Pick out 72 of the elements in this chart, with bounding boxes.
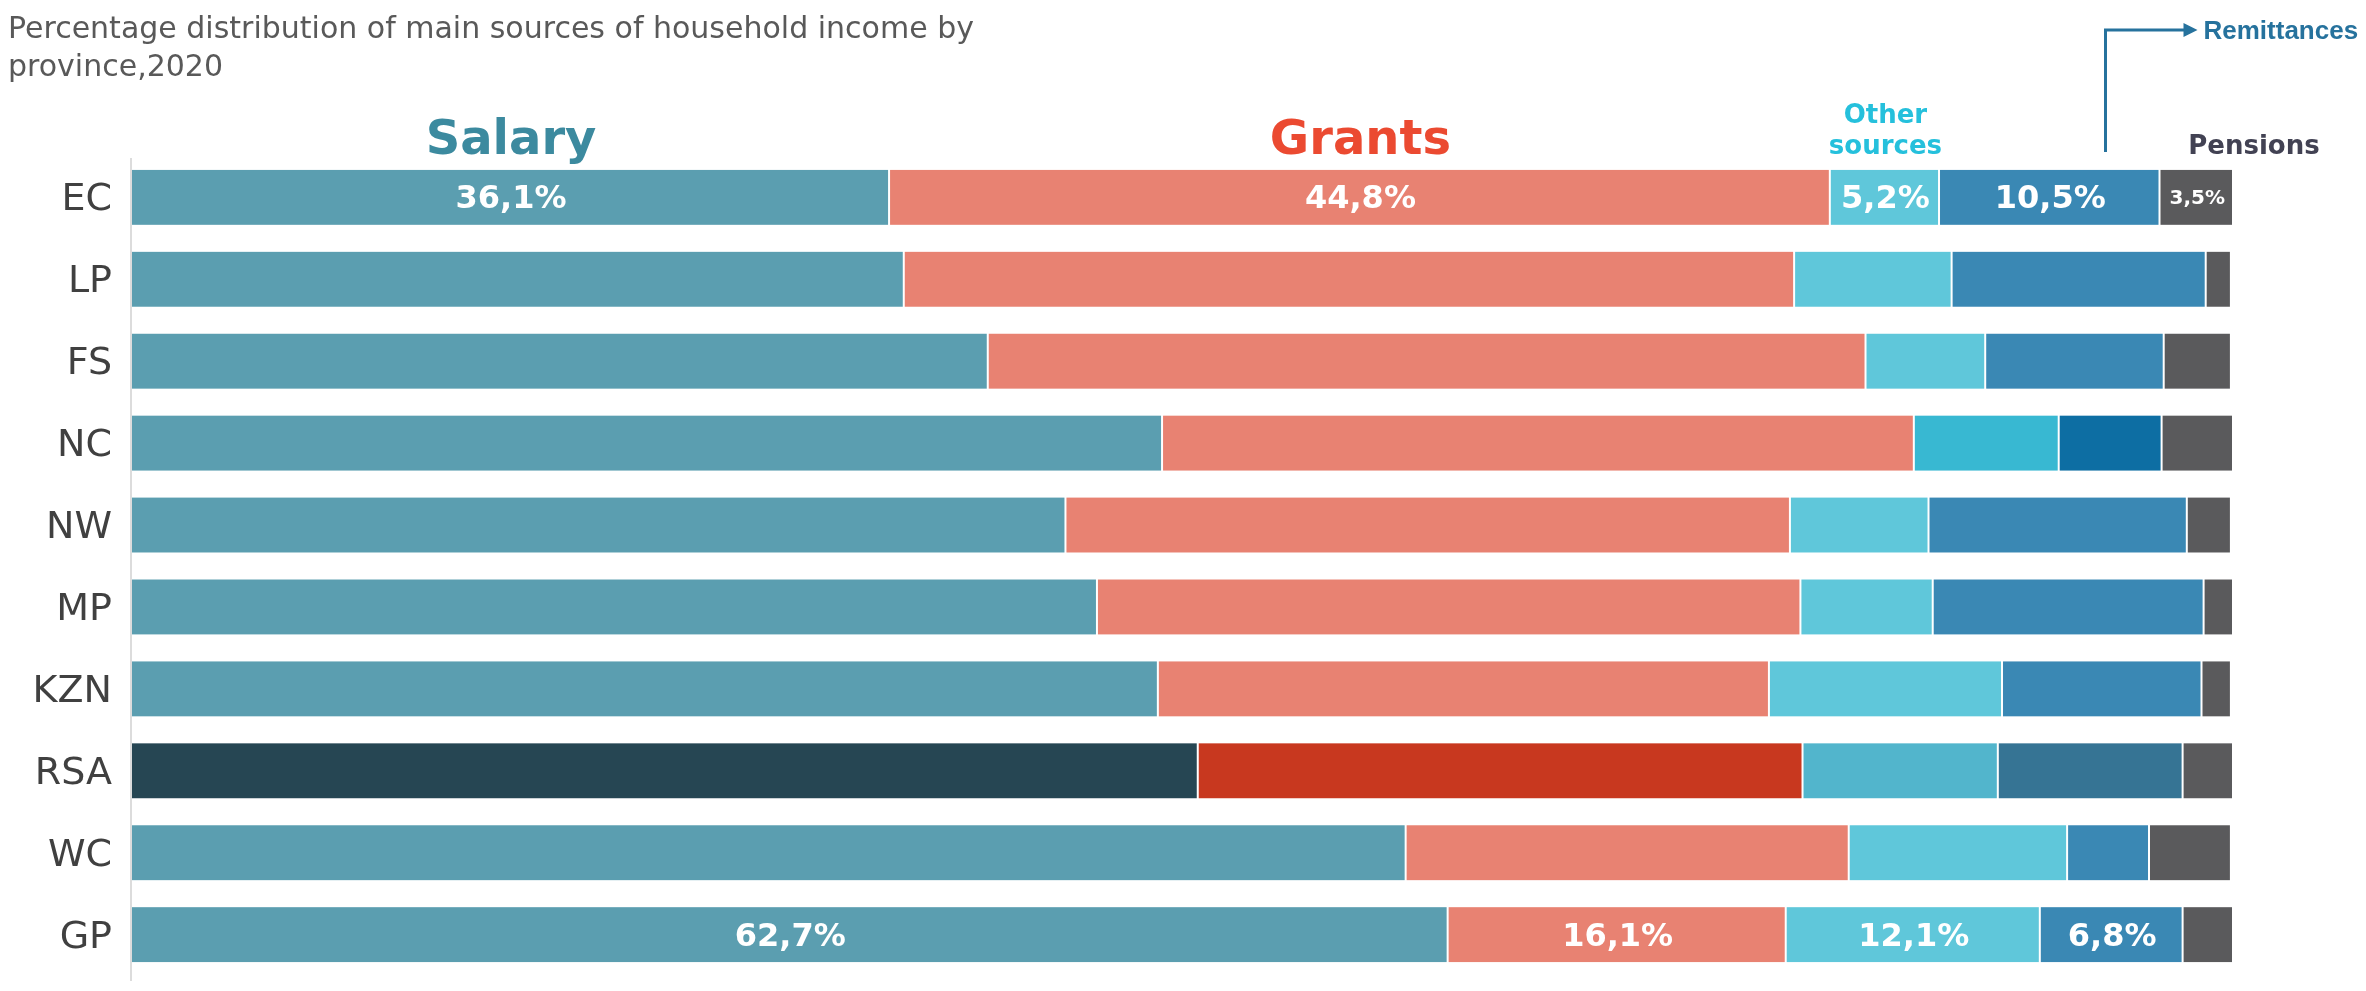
bar — [1158, 661, 1768, 717]
bar — [1097, 579, 1800, 635]
bar — [1914, 415, 2058, 471]
series-label: Grants — [1269, 108, 1452, 165]
data-label: 3,5% — [2169, 185, 2225, 210]
bar — [2202, 661, 2230, 717]
bar — [2003, 661, 2201, 717]
series-label: Salary — [425, 108, 597, 165]
series-label: Other sources — [1828, 98, 1943, 160]
data-label: 36,1% — [455, 178, 567, 217]
bar — [1163, 415, 1913, 471]
bar — [1448, 907, 1785, 963]
bar — [1795, 251, 1951, 307]
bar — [1933, 579, 2203, 635]
bar — [132, 251, 903, 307]
bar — [1066, 497, 1789, 553]
bar — [1803, 743, 1997, 799]
bar — [2164, 333, 2230, 389]
series-label: Pensions — [2188, 129, 2320, 160]
bar — [904, 251, 1794, 307]
data-label: 12,1% — [1858, 915, 1970, 954]
bar — [1986, 333, 2163, 389]
bar — [2206, 251, 2230, 307]
y-tick-label: EC — [61, 175, 112, 220]
bar — [132, 825, 1405, 881]
bar — [988, 333, 1865, 389]
bar — [2183, 907, 2232, 963]
y-tick-label: KZN — [32, 666, 112, 711]
y-tick-label: LP — [67, 257, 112, 302]
bar — [1866, 333, 1985, 389]
data-label: 62,7% — [734, 915, 846, 954]
bar — [1769, 661, 2002, 717]
bar — [1790, 497, 1928, 553]
legend-label: Remittances — [2203, 15, 2359, 45]
y-tick-label: RSA — [34, 748, 112, 793]
bar — [1406, 825, 1848, 881]
bar — [132, 661, 1157, 717]
bar — [132, 579, 1096, 635]
bar — [1198, 743, 1802, 799]
bar — [1786, 907, 2039, 963]
y-tick-label: WC — [47, 830, 112, 875]
bar — [1929, 497, 2186, 553]
bar — [1801, 579, 1932, 635]
data-label: 5,2% — [1841, 178, 1930, 217]
y-tick-label: MP — [56, 584, 112, 629]
data-label: 10,5% — [1994, 178, 2106, 217]
bar — [2204, 579, 2232, 635]
bar — [132, 907, 1447, 963]
y-tick-label: FS — [66, 339, 112, 384]
y-tick-label: NW — [46, 503, 112, 548]
bar — [890, 169, 1829, 225]
bar — [2183, 743, 2232, 799]
bar — [132, 743, 1197, 799]
bar — [132, 497, 1065, 553]
bar — [2059, 415, 2161, 471]
y-tick-label: NC — [57, 421, 112, 466]
chart-title: Percentage distribution of main sources of household income by province,2020 — [8, 10, 974, 83]
bar — [1952, 251, 2205, 307]
bar — [2150, 825, 2230, 881]
bar — [1998, 743, 2182, 799]
bar — [2068, 825, 2149, 881]
bar — [1849, 825, 2067, 881]
data-label: 6,8% — [2067, 915, 2157, 954]
bar — [132, 169, 889, 225]
bar — [132, 333, 987, 389]
data-label: 44,8% — [1304, 178, 1416, 217]
bar — [132, 415, 1162, 471]
bar — [1940, 169, 2159, 225]
data-label: 16,1% — [1562, 915, 1674, 954]
bar — [2162, 415, 2232, 471]
y-tick-label: GP — [59, 912, 112, 957]
bar — [2187, 497, 2230, 553]
